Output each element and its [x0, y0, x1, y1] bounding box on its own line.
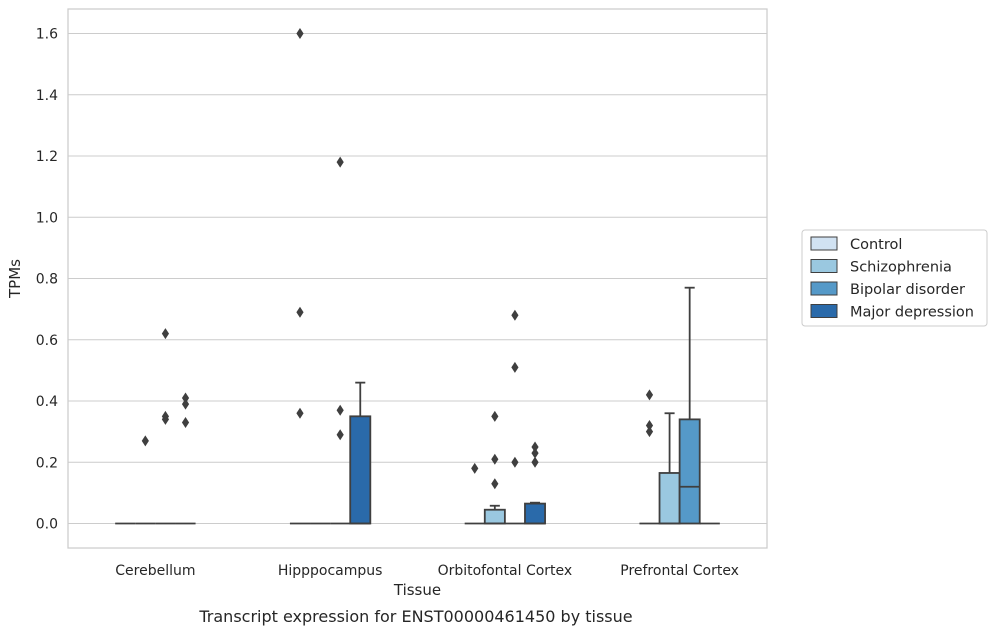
y-tick-label: 1.2	[36, 149, 58, 165]
box-body	[349, 415, 372, 525]
y-axis-ticks: 0.0 0.2 0.4 0.6 0.8 1.0 1.2 1.4 1.6	[36, 27, 58, 533]
outlier-marker	[161, 413, 170, 425]
outlier-marker	[645, 389, 654, 401]
box-body	[524, 502, 546, 525]
legend: Control Schizophrenia Bipolar disorder Majo…	[801, 229, 988, 327]
outlier-marker	[491, 453, 499, 465]
chart-caption: Transcript expression for ENST0000046145…	[198, 607, 632, 626]
legend-swatch	[810, 259, 838, 273]
outlier-marker	[511, 456, 519, 468]
box-body	[658, 472, 681, 525]
box-group	[524, 501, 546, 525]
legend-swatch	[810, 236, 838, 251]
outlier-marker	[161, 328, 170, 340]
outlier-marker	[181, 416, 190, 428]
y-tick-label: 1.0	[36, 210, 58, 226]
outlier-marker	[336, 404, 344, 416]
outlier-marker	[181, 392, 190, 404]
x-axis-title: Tissue	[393, 581, 441, 599]
y-tick-label: 0.6	[36, 333, 58, 349]
outlier-marker	[491, 478, 499, 490]
y-axis-title: TPMs	[6, 259, 24, 299]
legend-swatch	[810, 304, 838, 318]
box-body	[678, 418, 701, 525]
outlier-marker	[141, 435, 149, 447]
box-groups	[115, 286, 720, 525]
legend-label: Bipolar disorder	[850, 282, 965, 298]
x-tick-label: Cerebellum	[115, 563, 195, 579]
outlier-marker	[531, 441, 539, 453]
box-body	[483, 508, 506, 525]
box-group	[483, 504, 506, 525]
outlier-marker	[511, 309, 519, 321]
outlier-marker	[531, 447, 539, 459]
x-tick-label: Prefrontal Cortex	[620, 563, 739, 579]
legend-label: Control	[850, 237, 902, 253]
x-tick-label: Hipppocampus	[278, 563, 383, 579]
y-tick-label: 0.8	[36, 272, 58, 288]
outlier-marker	[491, 410, 499, 422]
box-group	[658, 412, 681, 525]
outlier-marker	[336, 156, 344, 168]
outlier-marker	[645, 426, 654, 438]
grid-lines	[68, 32, 767, 525]
outlier-marker	[531, 456, 539, 468]
plot-area-frame	[67, 8, 768, 549]
x-axis-ticks: Cerebellum Hipppocampus Orbitofontal Corte…	[115, 563, 739, 579]
y-tick-label: 0.2	[36, 455, 58, 471]
outlier-marker	[181, 398, 190, 410]
outlier-marker	[645, 420, 654, 431]
y-tick-label: 0.4	[36, 394, 58, 410]
y-tick-label: 1.4	[36, 88, 58, 104]
legend-label: Schizophrenia	[850, 260, 952, 276]
x-tick-label: Orbitofontal Cortex	[438, 563, 573, 579]
outlier-points	[141, 28, 654, 490]
outlier-marker	[296, 306, 304, 318]
outlier-marker	[336, 429, 344, 441]
y-tick-label: 0.0	[36, 517, 58, 533]
outlier-marker	[296, 407, 304, 419]
legend-frame	[801, 229, 988, 327]
legend-swatch	[810, 281, 838, 296]
box-group	[349, 381, 372, 525]
y-tick-label: 1.6	[36, 27, 58, 43]
legend-label: Major depression	[850, 305, 974, 321]
outlier-marker	[296, 28, 304, 39]
box-group	[678, 286, 701, 525]
outlier-marker	[511, 361, 519, 373]
outlier-marker	[471, 462, 479, 474]
